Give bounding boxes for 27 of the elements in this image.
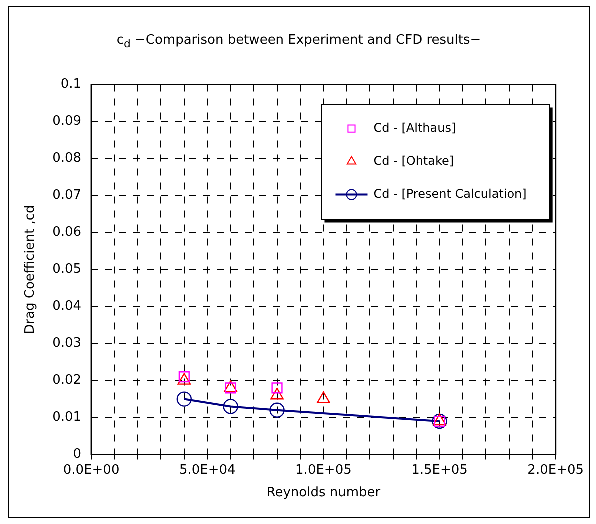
x-axis-title: Reynolds number <box>266 486 382 501</box>
y-tick-label: 0.05 <box>52 262 82 278</box>
y-tick-label: 0.08 <box>52 151 82 166</box>
y-axis-title: Drag Coefficient ,cd <box>23 205 38 334</box>
x-tick-label: 2.0E+05 <box>528 462 584 478</box>
y-tick-label: 0 <box>73 447 82 462</box>
y-tick-label: 0.04 <box>52 299 82 314</box>
y-tick-label: 0.07 <box>52 188 82 204</box>
point <box>223 399 238 414</box>
legend-label: Cd - [Present Calculation] <box>374 186 527 201</box>
y-tick-label: 0.06 <box>52 225 82 240</box>
point <box>270 388 284 400</box>
point <box>176 392 192 407</box>
point <box>272 382 283 394</box>
legend-label: Cd - [Althaus] <box>374 120 456 135</box>
legend-label: Cd - [Ohtake] <box>374 154 454 168</box>
y-tick-label: 0.02 <box>52 373 82 388</box>
x-tick-label: 1.5E+05 <box>412 462 468 478</box>
y-tick-label: 0.01 <box>52 410 82 426</box>
y-tick-label: 0.09 <box>52 114 82 130</box>
x-tick-label: 0.0E+00 <box>63 462 120 478</box>
x-tick-label: 1.0E+05 <box>296 462 352 478</box>
y-tick-label: 0.1 <box>60 77 82 92</box>
x-tick-label: 5.0E+04 <box>179 462 236 478</box>
point <box>270 402 285 418</box>
chart-title: c$_{d}$ −Comparison between Experiment and CFD results− <box>116 33 482 51</box>
y-tick-label: 0.03 <box>52 336 82 352</box>
